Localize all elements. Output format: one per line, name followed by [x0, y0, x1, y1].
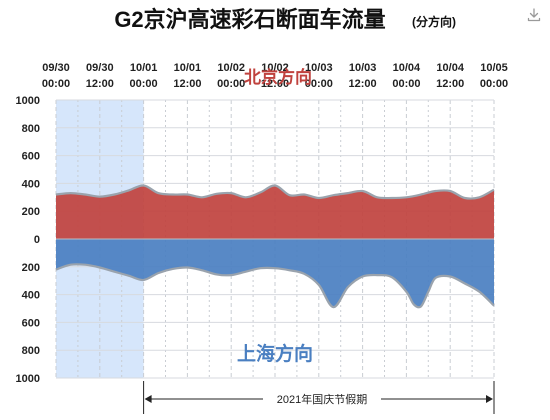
x-tick-date: 10/03	[305, 62, 333, 74]
y-tick-label: 600	[22, 151, 40, 163]
series-line-beijing	[55, 184, 495, 200]
x-tick-time: 12:00	[261, 78, 289, 90]
x-tick-date: 10/02	[217, 62, 245, 74]
x-tick-time: 12:00	[173, 78, 201, 90]
series-label-beijing: 北京方向	[244, 67, 312, 87]
x-tick-time: 00:00	[130, 78, 158, 90]
y-tick-label: 1000	[16, 373, 40, 385]
x-tick-time: 12:00	[86, 78, 114, 90]
x-tick-date: 09/30	[86, 62, 114, 74]
x-tick-time: 00:00	[42, 78, 70, 90]
y-tick-label: 200	[22, 206, 40, 218]
x-tick-date: 10/01	[130, 62, 158, 74]
y-tick-label: 600	[22, 317, 40, 329]
x-tick-time: 00:00	[217, 78, 245, 90]
x-tick-date: 09/30	[42, 62, 70, 74]
chart-title: G2京沪高速彩石断面车流量	[114, 7, 385, 32]
holiday-annotation-label: 2021年国庆节假期	[277, 392, 367, 406]
series-line-shanghai	[55, 263, 495, 309]
series-area-shanghai	[56, 239, 494, 308]
download-icon[interactable]	[527, 8, 541, 22]
x-tick-date: 10/02	[261, 62, 289, 74]
x-tick-date: 10/03	[349, 62, 377, 74]
x-tick-date: 10/05	[480, 62, 508, 74]
y-tick-label: 400	[22, 178, 40, 190]
holiday-arrowhead-right	[486, 395, 493, 403]
y-tick-label: 400	[22, 290, 40, 302]
x-tick-time: 12:00	[436, 78, 464, 90]
x-tick-date: 10/04	[436, 62, 464, 74]
x-tick-time: 12:00	[349, 78, 377, 90]
x-tick-time: 00:00	[392, 78, 420, 90]
y-tick-label: 800	[22, 345, 40, 357]
x-tick-time: 00:00	[305, 78, 333, 90]
y-tick-label: 200	[22, 262, 40, 274]
holiday-arrowhead-left	[144, 395, 152, 403]
y-tick-label: 0	[34, 234, 40, 246]
series-label-shanghai: 上海方向	[237, 342, 313, 365]
x-tick-date: 10/01	[174, 62, 202, 74]
x-tick-date: 10/04	[393, 62, 421, 74]
chart-subtitle: (分方向)	[412, 14, 456, 29]
y-tick-label: 800	[22, 123, 40, 135]
y-tick-label: 1000	[16, 95, 40, 107]
x-tick-time: 00:00	[480, 78, 508, 90]
